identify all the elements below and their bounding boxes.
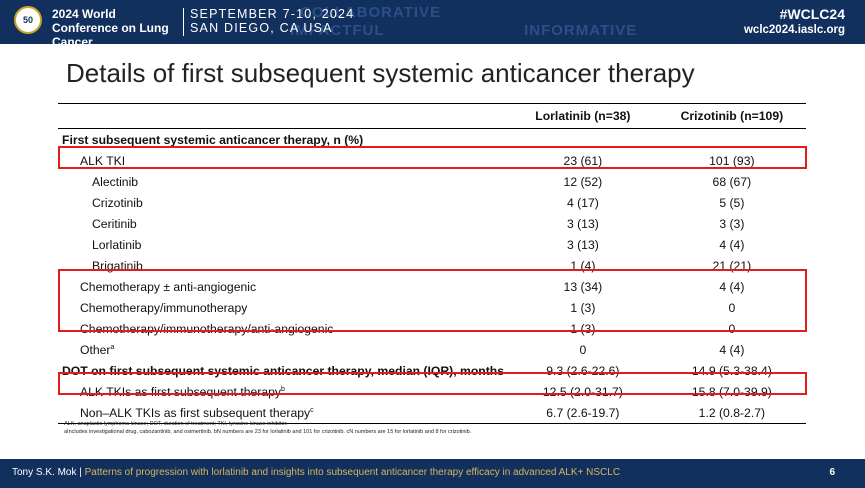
table-row: First subsequent systemic anticancer the… [58, 129, 806, 151]
cell-crizotinib [658, 129, 806, 151]
cell-crizotinib: 5 (5) [719, 195, 745, 210]
cell-crizotinib: 68 (67) [712, 174, 752, 189]
slide-title: Details of first subsequent systemic ant… [66, 58, 695, 88]
cell-lorlatinib: 1 (4) [570, 258, 596, 273]
table-row: Ceritinib 3 (13) 3 (3) [58, 213, 806, 234]
cell-lorlatinib: 1 (3) [570, 300, 596, 315]
table-row: Chemotherapy/immunotherapy 1 (3) 0 [58, 297, 806, 318]
cell-lorlatinib: 6.7 (2.6-19.7) [508, 402, 658, 424]
row-label-text: Non–ALK TKIs as first subsequent therapy [80, 405, 311, 420]
footnote-marker: b [280, 385, 285, 393]
conference-header: COLLABORATIVE IMPACTFUL INFORMATIVE 50 2… [0, 0, 865, 44]
cell-lorlatinib: 23 (61) [563, 153, 603, 168]
table-row: Non–ALK TKIs as first subsequent therapy… [58, 402, 806, 424]
conference-title: 2024 World Conference on Lung Cancer [52, 7, 169, 44]
footnote-marker: c [310, 406, 314, 414]
table-row: Chemotherapy/immunotherapy/anti-angiogen… [58, 318, 806, 339]
cell-lorlatinib: 0 [579, 342, 587, 357]
footnote-abbreviations: ALK, anaplastic lymphoma kinase; DOT, du… [64, 421, 288, 427]
cell-lorlatinib: 3 (13) [566, 216, 599, 231]
cell-crizotinib: 0 [728, 300, 736, 315]
iaslc-50-logo: 50 [14, 6, 42, 34]
subsequent-therapy-table: Lorlatinib (n=38) Crizotinib (n=109) Fir… [58, 103, 806, 424]
row-label: Othera [58, 339, 508, 360]
cell-crizotinib: 21 (21) [712, 258, 752, 273]
footnotes: ALK, anaplastic lymphoma kinase; DOT, du… [64, 420, 471, 436]
footer-text: Tony S.K. Mok | Patterns of progression … [12, 467, 620, 478]
row-label-text: Other [80, 342, 111, 357]
conference-website: wclc2024.iaslc.org [743, 24, 845, 36]
table-row: DOT on first subsequent systemic antican… [58, 360, 806, 381]
cell-crizotinib: 101 (93) [709, 153, 755, 168]
conference-hashtag: #WCLC24 [779, 6, 845, 22]
row-label: DOT on first subsequent systemic antican… [62, 363, 504, 378]
cell-crizotinib: 15.8 (7.0-39.9) [691, 384, 772, 399]
cell-lorlatinib: 9.3 (2.6-22.6) [546, 363, 620, 378]
cell-lorlatinib: 3 (13) [566, 237, 599, 252]
cell-crizotinib: 4 (4) [719, 237, 745, 252]
conference-dates-location: SEPTEMBER 7-10, 2024 SAN DIEGO, CA USA [190, 7, 355, 35]
presenter-name: Tony S.K. Mok [12, 467, 77, 478]
table-row: ALK TKIs as first subsequent therapyb 12… [58, 381, 806, 402]
row-label: Alectinib [92, 174, 139, 189]
row-label: Ceritinib [92, 216, 137, 231]
table-row: Chemotherapy ± anti-angiogenic 13 (34) 4… [58, 276, 806, 297]
table-row: Alectinib 12 (52) 68 (67) [58, 171, 806, 192]
row-label: Chemotherapy/immunotherapy [80, 300, 248, 315]
row-label: Crizotinib [92, 195, 143, 210]
header-divider [183, 8, 184, 36]
cell-lorlatinib: 12 (52) [563, 174, 603, 189]
talk-title: Patterns of progression with lorlatinib … [84, 467, 621, 478]
column-header-crizotinib: Crizotinib (n=109) [657, 103, 806, 129]
table-row: Othera 0 4 (4) [58, 339, 806, 360]
cell-lorlatinib: 4 (17) [566, 195, 599, 210]
cell-crizotinib: 0 [728, 321, 736, 336]
footer-separator: | [79, 467, 82, 478]
row-label: Chemotherapy/immunotherapy/anti-angiogen… [80, 321, 334, 336]
header-background-words: COLLABORATIVE IMPACTFUL INFORMATIVE [290, 4, 638, 39]
row-label-text: ALK TKIs as first subsequent therapy [80, 384, 281, 399]
table-row: Crizotinib 4 (17) 5 (5) [58, 192, 806, 213]
row-label: Non–ALK TKIs as first subsequent therapy… [58, 402, 508, 424]
row-label: First subsequent systemic anticancer the… [62, 132, 364, 147]
footnote-details: aIncludes investigational drug, cabozant… [64, 429, 472, 435]
table-row: ALK TKI 23 (61) 101 (93) [58, 150, 806, 171]
row-label: Lorlatinib [92, 237, 142, 252]
row-label: ALK TKI [80, 153, 126, 168]
cell-lorlatinib: 1 (3) [570, 321, 596, 336]
column-header-lorlatinib: Lorlatinib (n=38) [508, 103, 658, 129]
cell-crizotinib: 4 (4) [719, 342, 745, 357]
table-header-row: Lorlatinib (n=38) Crizotinib (n=109) [58, 103, 806, 129]
cell-lorlatinib [508, 129, 658, 151]
table-row: Lorlatinib 3 (13) 4 (4) [58, 234, 806, 255]
row-label: Brigatinib [92, 258, 143, 273]
slide-footer: Tony S.K. Mok | Patterns of progression … [0, 459, 865, 488]
row-label: ALK TKIs as first subsequent therapyb [58, 381, 508, 402]
footnote-marker: a [110, 343, 115, 351]
cell-crizotinib: 4 (4) [719, 279, 745, 294]
row-label: Chemotherapy ± anti-angiogenic [80, 279, 257, 294]
cell-crizotinib: 1.2 (0.8-2.7) [657, 402, 806, 424]
table-header-blank [58, 103, 508, 129]
page-number: 6 [829, 467, 835, 478]
table-row: Brigatinib 1 (4) 21 (21) [58, 255, 806, 276]
cell-lorlatinib: 12.5 (2.0-31.7) [542, 384, 623, 399]
cell-crizotinib: 3 (3) [719, 216, 745, 231]
cell-crizotinib: 14.9 (5.3-38.4) [691, 363, 772, 378]
cell-lorlatinib: 13 (34) [563, 279, 603, 294]
